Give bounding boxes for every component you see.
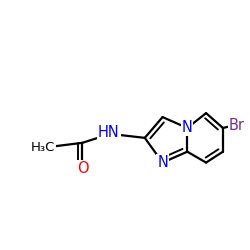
Text: O: O [77,161,88,176]
Text: N: N [157,155,168,170]
Text: H₃C: H₃C [31,141,55,154]
Text: Br: Br [229,118,245,132]
Text: HN: HN [98,125,120,140]
Text: N: N [182,120,193,136]
